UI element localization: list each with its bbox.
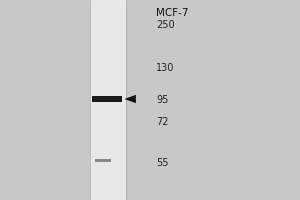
Polygon shape [124, 95, 136, 103]
Bar [92, 96, 122, 102]
Text: 250: 250 [156, 20, 175, 30]
Text: 130: 130 [156, 63, 174, 73]
Bar [90, 0, 126, 200]
Bar [94, 159, 111, 162]
Text: MCF-7: MCF-7 [156, 8, 188, 18]
Text: 95: 95 [156, 95, 168, 105]
Text: 72: 72 [156, 117, 169, 127]
Text: 55: 55 [156, 158, 169, 168]
